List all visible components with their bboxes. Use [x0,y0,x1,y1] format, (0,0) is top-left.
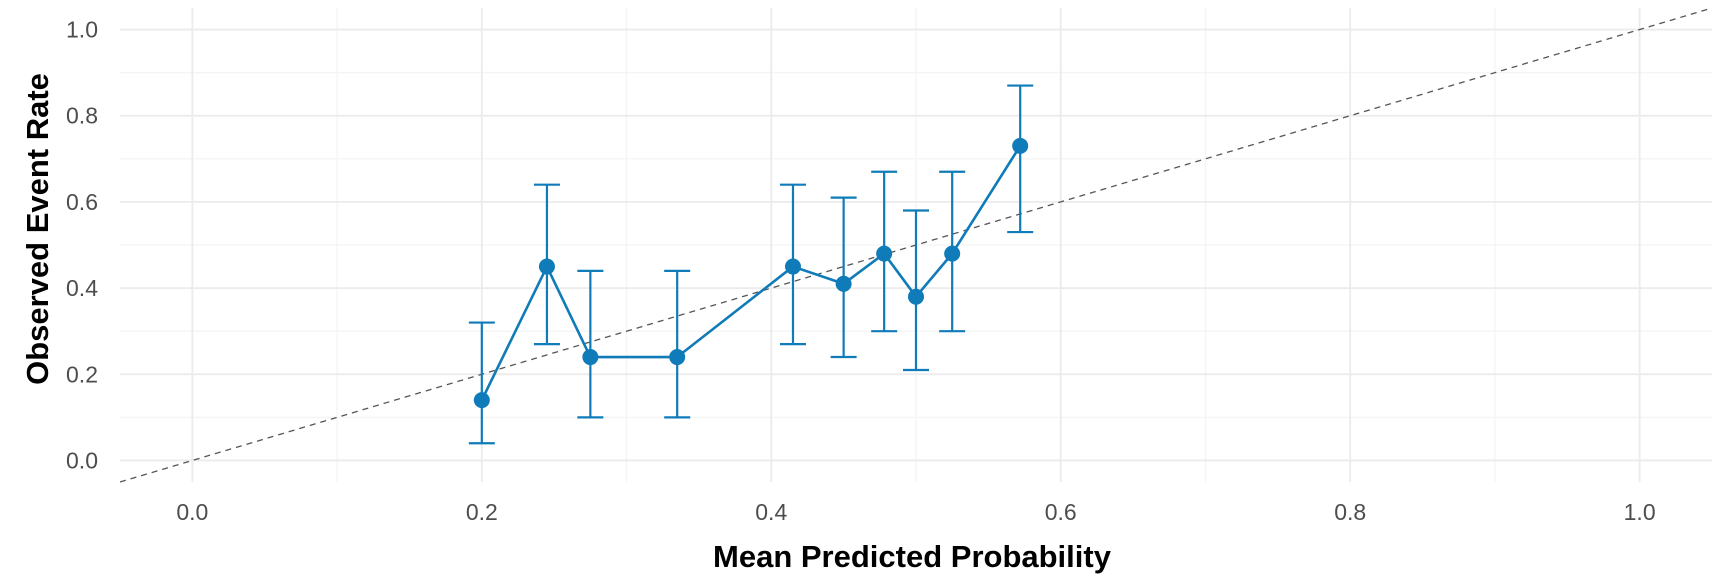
data-point [582,349,599,366]
x-tick-label: 0.2 [466,499,498,525]
data-point [908,288,924,305]
grid-lines [120,8,1712,482]
data-point [944,245,961,262]
error-bar [664,269,691,419]
series-points [473,137,1029,409]
x-tick-label: 0.4 [755,499,787,525]
y-tick-label: 0.0 [66,447,98,473]
error-bar [468,321,495,445]
x-tick-label: 1.0 [1624,499,1656,525]
data-point [1012,137,1029,154]
y-tick-label: 1.0 [66,17,98,43]
y-tick-label: 0.8 [66,103,98,129]
y-axis-title: Observed Event Rate [20,73,55,385]
series-line [480,145,1022,401]
data-point [473,392,490,409]
y-tick-label: 0.4 [66,275,98,301]
y-tick-label: 0.2 [66,361,98,387]
data-point [538,258,555,275]
data-point [669,349,686,366]
x-tick-label: 0.6 [1045,499,1077,525]
y-axis-ticks: 0.0 0.2 0.4 0.6 0.8 1.0 [66,17,98,474]
data-point [876,245,893,262]
data-point [784,258,801,275]
error-bar [577,269,604,419]
x-axis-title: Mean Predicted Probability [713,539,1112,574]
x-tick-label: 0.8 [1334,499,1366,525]
x-tick-label: 0.0 [176,499,208,525]
calibration-line [480,145,1022,401]
y-tick-label: 0.6 [66,189,98,215]
data-point [835,275,852,292]
x-axis-ticks: 0.0 0.2 0.4 0.6 0.8 1.0 [176,499,1655,525]
error-bar [1007,84,1034,234]
